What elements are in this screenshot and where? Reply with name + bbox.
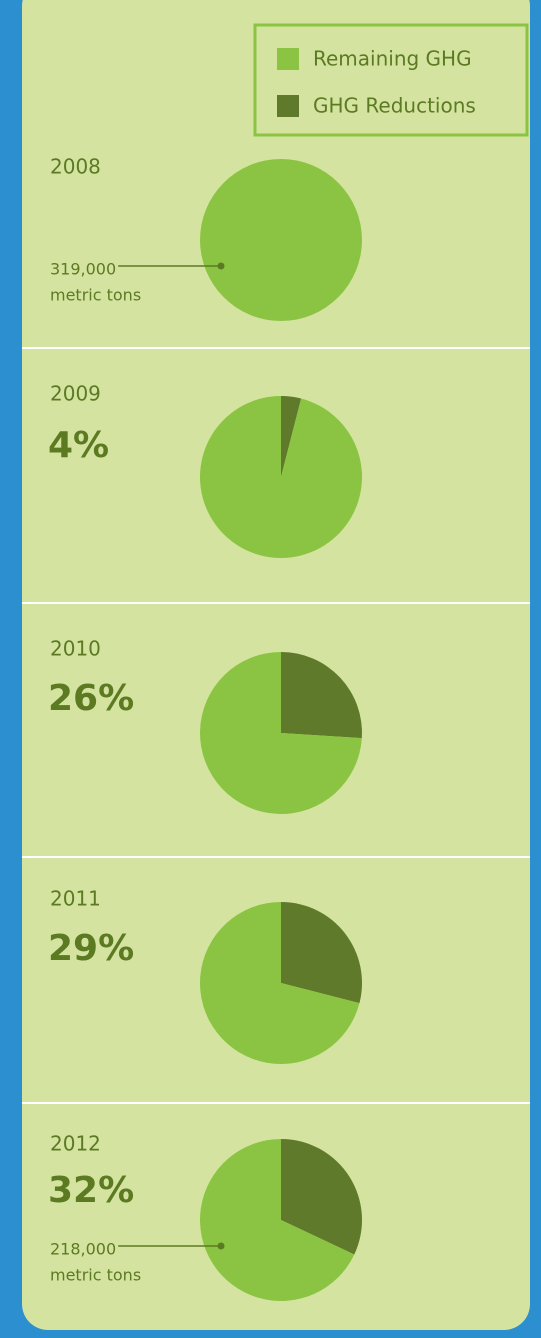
year-label: 2009 xyxy=(50,382,101,406)
reduction-label: 4% xyxy=(48,425,109,466)
annotation: metric tons xyxy=(50,286,141,305)
annotation-dot xyxy=(217,262,225,270)
legend: Remaining GHG GHG Reductions xyxy=(253,23,529,137)
pie-slice xyxy=(200,902,360,1064)
pie-slice xyxy=(200,652,362,814)
pie-slice xyxy=(200,1139,355,1301)
annotation: 218,000 xyxy=(50,1240,116,1259)
dividers xyxy=(22,347,530,1104)
annotation: 319,000 xyxy=(50,260,116,279)
pie-slice xyxy=(200,396,362,558)
year-label: 2010 xyxy=(50,637,101,661)
legend-label: Remaining GHG xyxy=(313,47,472,71)
year-label: 2008 xyxy=(50,155,101,179)
legend-box xyxy=(253,23,529,137)
pie-slice xyxy=(281,652,363,739)
legend-swatch xyxy=(277,48,299,70)
reduction-label: 26% xyxy=(48,678,134,719)
legend-swatch xyxy=(277,95,299,117)
pie-slice xyxy=(281,396,302,477)
legend-label: GHG Reductions xyxy=(313,94,476,118)
year-label: 2011 xyxy=(50,887,101,911)
reduction-label: 32% xyxy=(48,1170,134,1211)
year-label: 2012 xyxy=(50,1132,101,1156)
annotation: metric tons xyxy=(50,1266,141,1285)
pie-slice xyxy=(281,1139,362,1255)
pie-slice xyxy=(200,159,362,321)
reduction-label: 29% xyxy=(48,928,134,969)
pie-slice xyxy=(281,902,363,1004)
annotation-dot xyxy=(217,1242,225,1250)
